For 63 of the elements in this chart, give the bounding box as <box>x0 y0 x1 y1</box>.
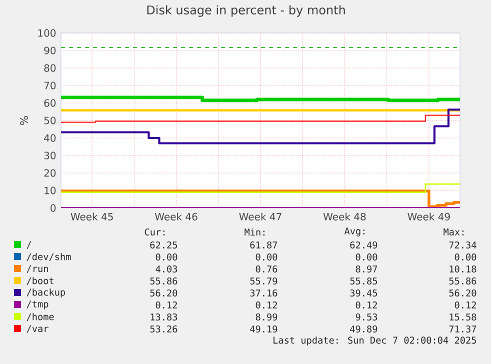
y-tick-label: 90 <box>44 46 56 54</box>
text: Cur: <box>144 228 164 236</box>
text: Min: <box>244 228 264 236</box>
y-tick-label: 50 <box>44 116 56 124</box>
text: 62.49 <box>350 241 378 249</box>
text: 0.12 <box>256 301 277 309</box>
text: 0.00 <box>454 253 476 261</box>
y-axis-title: % <box>20 116 28 125</box>
legend-label: / <box>26 241 32 249</box>
text: 72.34 <box>449 241 476 249</box>
y-tick-label: 100 <box>38 29 56 37</box>
text: 53.26 <box>150 325 178 333</box>
legend-label: /dev/shm <box>26 253 71 261</box>
x-tick-label: Week 46 <box>154 212 198 220</box>
y-tick-label: 80 <box>44 64 56 72</box>
text: 0.00 <box>356 253 378 261</box>
text: 49.19 <box>250 325 278 333</box>
x-tick-label: Week 45 <box>70 212 113 220</box>
chart-title: Disk usage in percent - by month <box>147 5 345 17</box>
text: Max: <box>444 228 464 236</box>
text: 10.18 <box>450 265 476 273</box>
text: 4.03 <box>156 265 178 273</box>
text: 55.86 <box>150 277 178 285</box>
legend-label: /backup <box>26 288 66 298</box>
text: 71.37 <box>449 325 476 333</box>
legend-label: /home <box>26 313 54 321</box>
text: 62.25 <box>150 241 177 249</box>
text: 8.99 <box>256 313 278 321</box>
text: 61.87 <box>250 241 278 249</box>
y-tick-label: 70 <box>44 82 56 90</box>
text: 55.85 <box>350 277 377 285</box>
x-tick-label: Week 48 <box>323 212 366 220</box>
x-tick-label: Week 49 <box>408 212 450 220</box>
text: 56.20 <box>150 289 178 297</box>
text: Avg: <box>344 228 364 236</box>
text: 55.86 <box>449 277 476 285</box>
text: 49.89 <box>350 325 378 333</box>
x-tick-label: Week 47 <box>239 212 282 220</box>
text: 0.00 <box>256 253 278 261</box>
legend-label: /run <box>26 265 48 273</box>
y-tick-label: 20 <box>44 169 56 177</box>
y-tick-label: 40 <box>44 134 56 142</box>
legend-label: /boot <box>26 277 54 285</box>
text: 0.12 <box>156 301 177 309</box>
text: 8.97 <box>356 265 378 273</box>
text: Last update: Sun Dec 7 02:00:04 2025 <box>274 336 476 346</box>
text: 39.45 <box>350 289 377 297</box>
y-tick-label: 10 <box>44 186 56 194</box>
text: 15.58 <box>450 313 476 321</box>
text: 0.12 <box>454 301 476 309</box>
text: 37.16 <box>250 289 278 297</box>
text: 0.12 <box>356 301 377 309</box>
text: 9.53 <box>356 313 378 321</box>
text: 0.00 <box>156 253 178 261</box>
legend-label: /var <box>26 325 48 333</box>
text: 0.76 <box>256 265 278 273</box>
y-tick-label: 60 <box>44 99 56 107</box>
legend-label: /tmp <box>26 300 48 310</box>
y-tick-label: 30 <box>44 152 56 160</box>
text: 13.83 <box>150 313 178 321</box>
text: 56.20 <box>449 289 476 297</box>
text: 55.79 <box>250 277 278 285</box>
y-tick-label: 0 <box>50 204 56 212</box>
